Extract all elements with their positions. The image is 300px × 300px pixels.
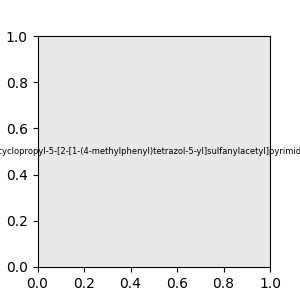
Text: 6-Amino-1-cyclopropyl-5-[2-[1-(4-methylphenyl)tetrazol-5-yl]sulfanylacetyl]pyrim: 6-Amino-1-cyclopropyl-5-[2-[1-(4-methylp… (0, 147, 300, 156)
